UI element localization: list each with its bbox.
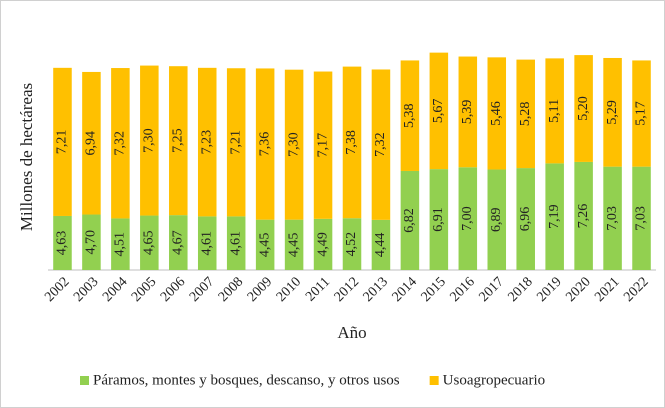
data-label: 7,26	[576, 204, 591, 229]
bar-segment	[284, 69, 304, 220]
data-label: 5,46	[489, 101, 504, 126]
bar-segment	[458, 167, 478, 270]
data-label: 5,39	[460, 100, 475, 125]
bar-segment	[197, 67, 217, 217]
bar-segment	[313, 71, 333, 219]
legend-swatch	[429, 376, 439, 385]
bar-segment	[371, 219, 391, 270]
data-label: 4,67	[171, 230, 186, 255]
bar-segment	[400, 170, 420, 270]
bar-segment	[632, 60, 651, 167]
bar-segment	[487, 57, 507, 170]
data-label: 5,29	[605, 100, 620, 125]
bar-segment	[53, 215, 72, 270]
data-label: 7,03	[605, 206, 620, 231]
data-label: 7,32	[113, 131, 128, 156]
bar-segment	[169, 215, 188, 270]
legend-label: Páramos, montes y bosques, descanso, y o…	[93, 372, 400, 388]
data-label: 4,52	[344, 232, 359, 257]
bar-segment	[284, 219, 304, 270]
data-label: 4,70	[84, 230, 99, 255]
data-label: 7,21	[228, 130, 243, 155]
bar-segment	[458, 56, 478, 168]
data-label: 5,17	[634, 101, 649, 126]
legend-swatch	[80, 376, 89, 385]
bar-segment	[255, 68, 275, 220]
bar-segment	[255, 219, 275, 270]
data-label: 7,38	[344, 130, 359, 155]
y-axis-title: Millones de hectáreas	[17, 83, 36, 231]
bar-segment	[603, 166, 622, 270]
data-label: 6,89	[489, 208, 504, 233]
data-label: 6,91	[431, 207, 446, 232]
data-label: 5,38	[402, 103, 417, 128]
data-label: 7,32	[373, 132, 388, 157]
bar-segment	[111, 218, 130, 270]
bar-segment	[342, 218, 362, 270]
bar-segment	[487, 169, 507, 270]
data-label: 5,28	[518, 102, 533, 127]
bar-segment	[574, 55, 593, 162]
bar-segment	[82, 71, 101, 215]
data-label: 7,03	[634, 206, 649, 231]
data-label: 7,36	[257, 132, 272, 157]
bar-segment	[197, 216, 217, 270]
data-label: 7,30	[142, 128, 157, 153]
bar-segment	[82, 214, 101, 270]
data-label: 5,67	[431, 99, 446, 124]
data-label: 4,44	[373, 233, 388, 258]
bar-segment	[516, 59, 535, 169]
bar-segment	[169, 66, 188, 216]
bar-segment	[140, 215, 159, 270]
bar-segment	[313, 218, 333, 270]
data-label: 4,61	[228, 231, 243, 256]
bar-segment	[226, 68, 246, 217]
data-label: 7,23	[199, 130, 214, 155]
data-label: 7,30	[286, 132, 301, 157]
bar-segment	[429, 52, 449, 170]
bar-segment	[400, 60, 420, 171]
bar-segment	[342, 66, 362, 219]
data-label: 7,25	[171, 128, 186, 153]
bar-segment	[111, 68, 130, 219]
data-label: 5,20	[576, 96, 591, 121]
bar-segment	[574, 161, 593, 270]
data-label: 7,21	[55, 130, 70, 155]
data-label: 4,45	[257, 233, 272, 258]
data-label: 4,49	[315, 232, 330, 256]
data-label: 4,65	[142, 231, 157, 256]
legend-label: Usoagropecuario	[443, 372, 545, 388]
data-label: 4,45	[286, 233, 301, 258]
bar-segment	[53, 67, 72, 216]
bar-segment	[545, 163, 564, 270]
bar-segment	[226, 216, 246, 270]
data-label: 6,96	[518, 207, 533, 232]
bar-segment	[545, 58, 564, 164]
data-label: 6,94	[84, 131, 99, 156]
bar-segment	[632, 166, 651, 270]
data-label: 6,82	[402, 208, 417, 233]
bar-segment	[140, 65, 159, 216]
data-label: 4,51	[113, 232, 128, 257]
bar-segment	[371, 69, 391, 220]
data-label: 7,17	[315, 133, 330, 158]
data-label: 7,00	[460, 206, 475, 231]
x-axis-title: Año	[337, 323, 366, 342]
bar-segment	[603, 57, 622, 167]
data-label: 4,63	[55, 231, 70, 256]
data-label: 7,19	[547, 204, 562, 229]
bar-segment	[516, 168, 535, 270]
data-label: 5,11	[547, 99, 562, 123]
data-label: 4,61	[199, 231, 214, 256]
bar-segment	[429, 169, 449, 270]
